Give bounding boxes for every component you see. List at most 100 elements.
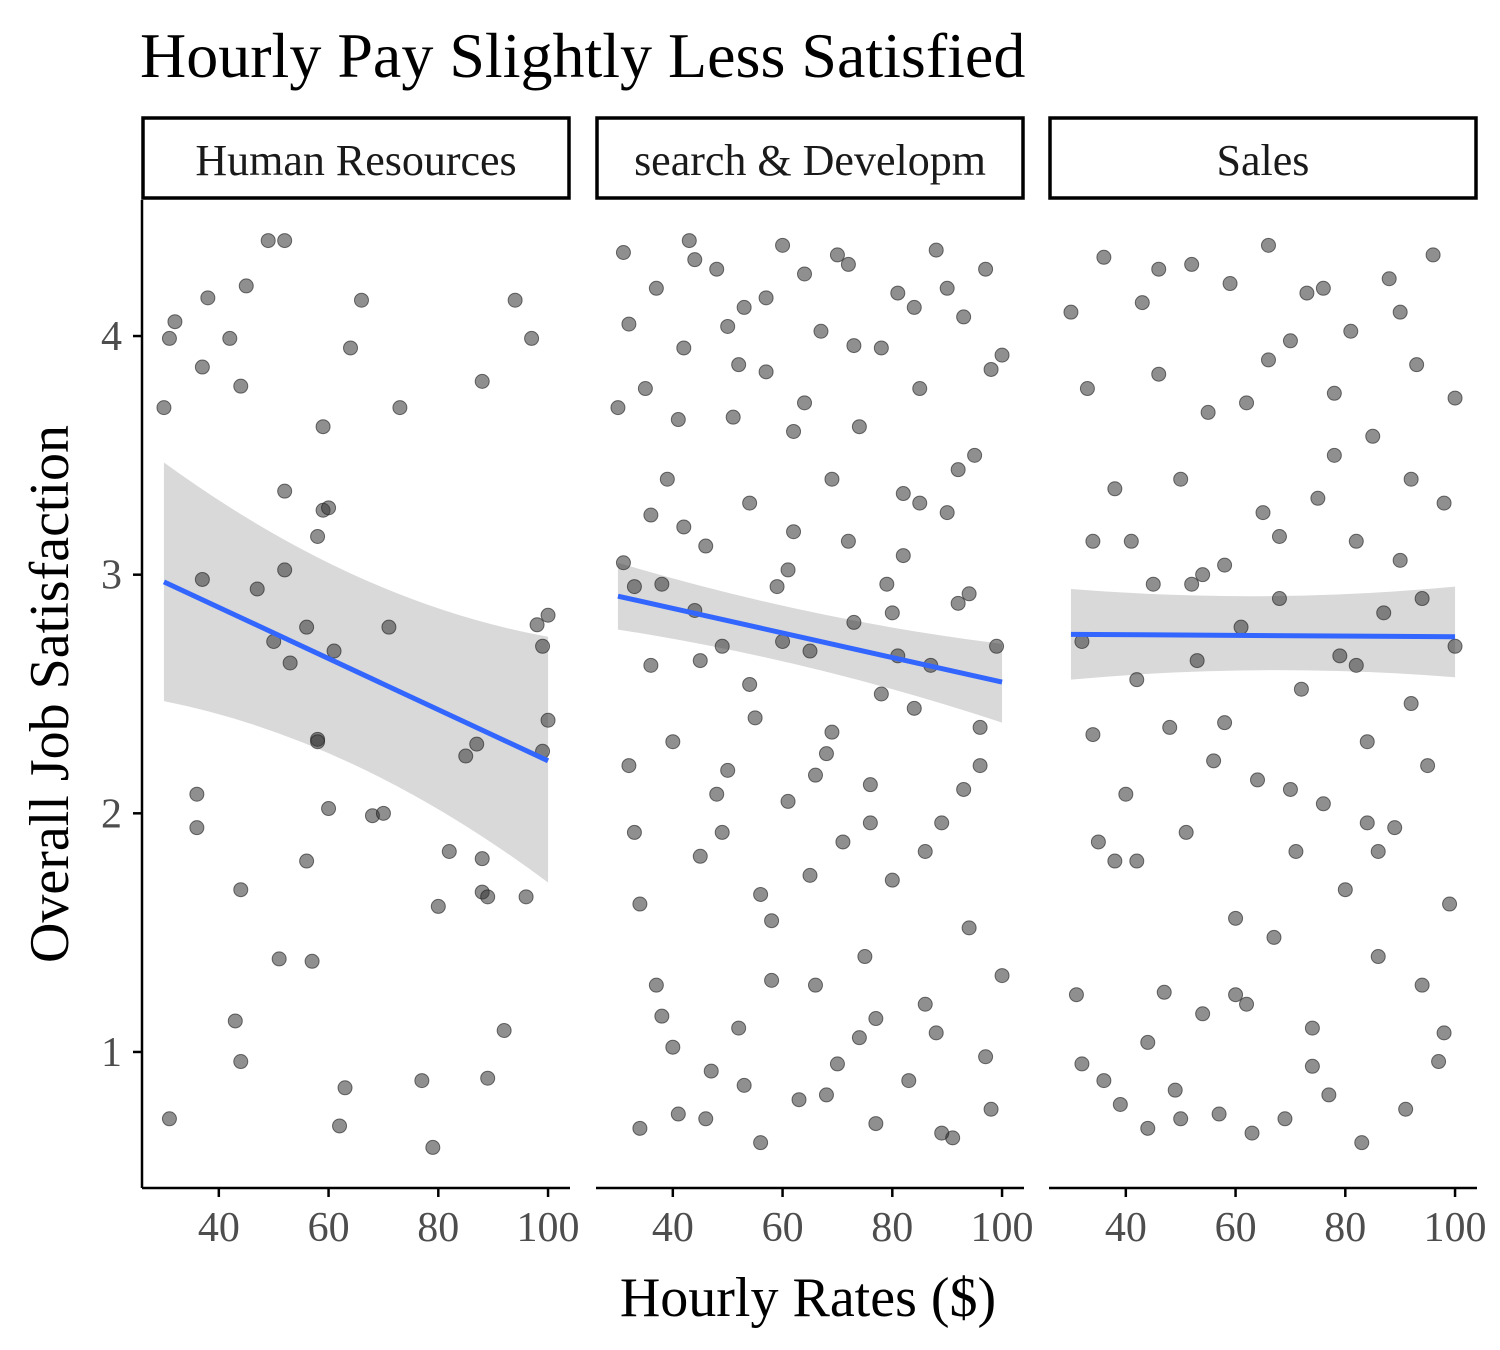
data-point bbox=[233, 882, 249, 898]
data-point bbox=[868, 1011, 884, 1027]
data-point bbox=[1068, 987, 1084, 1003]
data-point bbox=[540, 712, 556, 728]
data-point bbox=[1184, 256, 1200, 272]
data-point bbox=[1129, 672, 1145, 688]
data-point bbox=[698, 1111, 714, 1127]
x-tick-label: 80 bbox=[1324, 1205, 1366, 1251]
data-point bbox=[1354, 1135, 1370, 1151]
data-point bbox=[1348, 657, 1364, 673]
data-point bbox=[720, 762, 736, 778]
data-point bbox=[654, 1008, 670, 1024]
facet-strip-label: Human Resources bbox=[195, 136, 516, 185]
data-point bbox=[846, 338, 862, 354]
data-point bbox=[310, 734, 326, 750]
x-tick-label: 100 bbox=[517, 1205, 580, 1251]
data-point bbox=[797, 395, 813, 411]
data-point bbox=[1079, 381, 1095, 397]
data-point bbox=[1123, 533, 1139, 549]
x-tick-label: 40 bbox=[1105, 1205, 1147, 1251]
data-point bbox=[1228, 987, 1244, 1003]
data-point bbox=[277, 562, 293, 578]
data-point bbox=[337, 1080, 353, 1096]
data-point bbox=[1260, 352, 1276, 368]
x-tick-label: 100 bbox=[1424, 1205, 1487, 1251]
data-point bbox=[1233, 619, 1249, 635]
data-point bbox=[807, 767, 823, 783]
data-point bbox=[950, 595, 966, 611]
y-tick-label: 3 bbox=[101, 553, 122, 599]
data-point bbox=[714, 638, 730, 654]
data-point bbox=[1244, 1125, 1260, 1141]
data-point bbox=[1112, 1096, 1128, 1112]
data-point bbox=[474, 851, 490, 867]
data-point bbox=[249, 581, 265, 597]
data-point bbox=[775, 237, 791, 253]
data-point bbox=[818, 746, 834, 762]
data-point bbox=[950, 462, 966, 478]
data-point bbox=[321, 801, 337, 817]
data-point bbox=[1310, 490, 1326, 506]
data-point bbox=[1107, 853, 1123, 869]
data-point bbox=[692, 653, 708, 669]
data-point bbox=[161, 1111, 177, 1127]
data-point bbox=[753, 1135, 769, 1151]
data-point bbox=[233, 1054, 249, 1070]
data-point bbox=[956, 309, 972, 325]
data-point bbox=[758, 364, 774, 380]
data-point bbox=[676, 340, 692, 356]
data-point bbox=[994, 347, 1010, 363]
facet-strip-label: search & Developm bbox=[634, 136, 986, 185]
data-point bbox=[535, 638, 551, 654]
trend-line bbox=[617, 593, 1003, 685]
data-point bbox=[1239, 996, 1255, 1012]
data-point bbox=[758, 290, 774, 306]
data-point bbox=[884, 605, 900, 621]
data-point bbox=[1420, 758, 1436, 774]
x-tick-label: 100 bbox=[971, 1205, 1034, 1251]
data-point bbox=[540, 607, 556, 623]
data-point bbox=[353, 292, 369, 308]
data-point bbox=[1282, 781, 1298, 797]
data-point bbox=[912, 495, 928, 511]
data-point bbox=[1074, 1056, 1090, 1072]
data-point bbox=[1321, 1087, 1337, 1103]
data-point bbox=[1151, 261, 1167, 277]
data-point bbox=[928, 1025, 944, 1041]
data-point bbox=[200, 290, 216, 306]
data-point bbox=[939, 280, 955, 296]
data-point bbox=[480, 1070, 496, 1086]
data-point bbox=[906, 299, 922, 315]
data-point bbox=[299, 619, 315, 635]
data-point bbox=[621, 316, 637, 332]
data-point bbox=[1096, 1073, 1112, 1089]
data-point bbox=[1260, 237, 1276, 253]
data-point bbox=[1436, 1025, 1452, 1041]
data-point bbox=[194, 571, 210, 587]
data-point bbox=[496, 1022, 512, 1038]
data-point bbox=[1337, 882, 1353, 898]
data-point bbox=[1167, 1082, 1183, 1098]
data-point bbox=[1096, 249, 1112, 265]
data-point bbox=[934, 1125, 950, 1141]
data-point bbox=[1387, 820, 1403, 836]
data-point bbox=[310, 528, 326, 544]
data-point bbox=[851, 1030, 867, 1046]
facet-strip bbox=[595, 116, 1025, 200]
data-point bbox=[895, 548, 911, 564]
data-point bbox=[277, 233, 293, 249]
data-point bbox=[720, 318, 736, 334]
data-point bbox=[1255, 505, 1271, 521]
data-point bbox=[1085, 727, 1101, 743]
data-point bbox=[1129, 853, 1145, 869]
data-point bbox=[315, 419, 331, 435]
data-point bbox=[786, 423, 802, 439]
data-point bbox=[692, 848, 708, 864]
facet-strip bbox=[141, 116, 571, 200]
data-point bbox=[813, 323, 829, 339]
data-point bbox=[529, 617, 545, 633]
facet-panels: Human Resources 40 60 80 100 1 2 3 4 search & Dev… bbox=[101, 116, 1487, 1251]
data-point bbox=[1173, 471, 1189, 487]
facet-strip bbox=[1048, 116, 1478, 200]
data-point bbox=[637, 381, 653, 397]
y-tick-label: 1 bbox=[101, 1030, 122, 1076]
